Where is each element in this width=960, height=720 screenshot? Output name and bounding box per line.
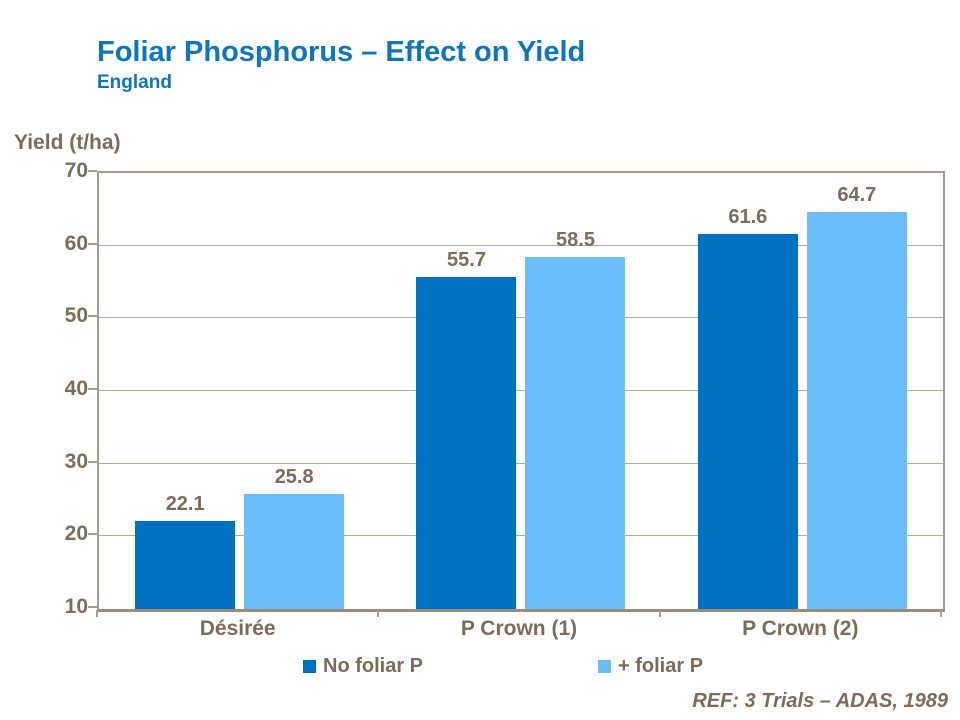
y-axis-tick bbox=[88, 460, 97, 463]
gridline bbox=[99, 462, 943, 464]
chart-subtitle: England bbox=[97, 72, 172, 93]
category-label: P Crown (1) bbox=[460, 617, 578, 640]
category-group: 55.7 58.5 bbox=[380, 173, 661, 609]
category-group: 61.6 64.7 bbox=[662, 173, 943, 609]
legend-swatch bbox=[598, 660, 611, 673]
legend-item-label: No foliar P bbox=[323, 655, 424, 677]
legend-swatch bbox=[303, 660, 316, 673]
y-axis-tick bbox=[88, 315, 97, 318]
bar: 61.6 bbox=[697, 206, 798, 609]
plot-area: 22.1 25.8 55.7 58.5 61.6 64.7 bbox=[97, 171, 945, 612]
category-label: Désirée bbox=[199, 617, 276, 640]
gridline bbox=[99, 390, 943, 391]
y-tick-label: 60 bbox=[64, 231, 88, 255]
y-axis-tick bbox=[88, 170, 97, 172]
y-axis-tick bbox=[88, 242, 97, 245]
y-axis-title: Yield (t/ha) bbox=[14, 131, 121, 154]
x-axis-tick bbox=[96, 610, 98, 617]
bar-value-label: 64.7 bbox=[837, 183, 877, 206]
x-axis-tick bbox=[658, 610, 661, 617]
bar-value-label: 25.8 bbox=[274, 466, 314, 489]
bar-value-label: 22.1 bbox=[165, 493, 205, 516]
y-tick-label: 30 bbox=[64, 449, 88, 473]
bar-value-label: 55.7 bbox=[447, 248, 486, 271]
bar: 58.5 bbox=[525, 229, 626, 609]
reference-text: REF: 3 Trials – ADAS, 1989 bbox=[692, 690, 948, 712]
legend-item-label: + foliar P bbox=[618, 655, 704, 677]
x-axis-tick bbox=[940, 610, 942, 617]
bar: 64.7 bbox=[806, 184, 907, 609]
y-axis-tick bbox=[88, 606, 97, 608]
legend-item: No foliar P bbox=[303, 655, 423, 678]
y-tick-label: 40 bbox=[64, 377, 88, 400]
gridline bbox=[99, 535, 943, 537]
bar-value-label: 58.5 bbox=[556, 228, 595, 251]
bar: 22.1 bbox=[135, 493, 236, 609]
category-group: 22.1 25.8 bbox=[99, 173, 380, 609]
bar-value-label: 61.6 bbox=[728, 206, 768, 229]
y-tick-label: 70 bbox=[64, 159, 88, 182]
y-tick-label: 10 bbox=[64, 595, 88, 618]
category-label: P Crown (2) bbox=[742, 617, 859, 640]
y-tick-label: 50 bbox=[64, 304, 88, 328]
y-axis-tick bbox=[88, 388, 97, 390]
bar: 55.7 bbox=[416, 249, 517, 609]
legend-item: + foliar P bbox=[598, 655, 703, 678]
y-axis-tick bbox=[88, 533, 97, 536]
chart-title: Foliar Phosphorus – Effect on Yield bbox=[97, 36, 586, 68]
gridline bbox=[99, 317, 943, 319]
y-tick-label: 20 bbox=[64, 522, 88, 546]
x-axis-tick bbox=[377, 610, 380, 617]
bar: 25.8 bbox=[244, 466, 345, 609]
gridline bbox=[99, 244, 943, 246]
